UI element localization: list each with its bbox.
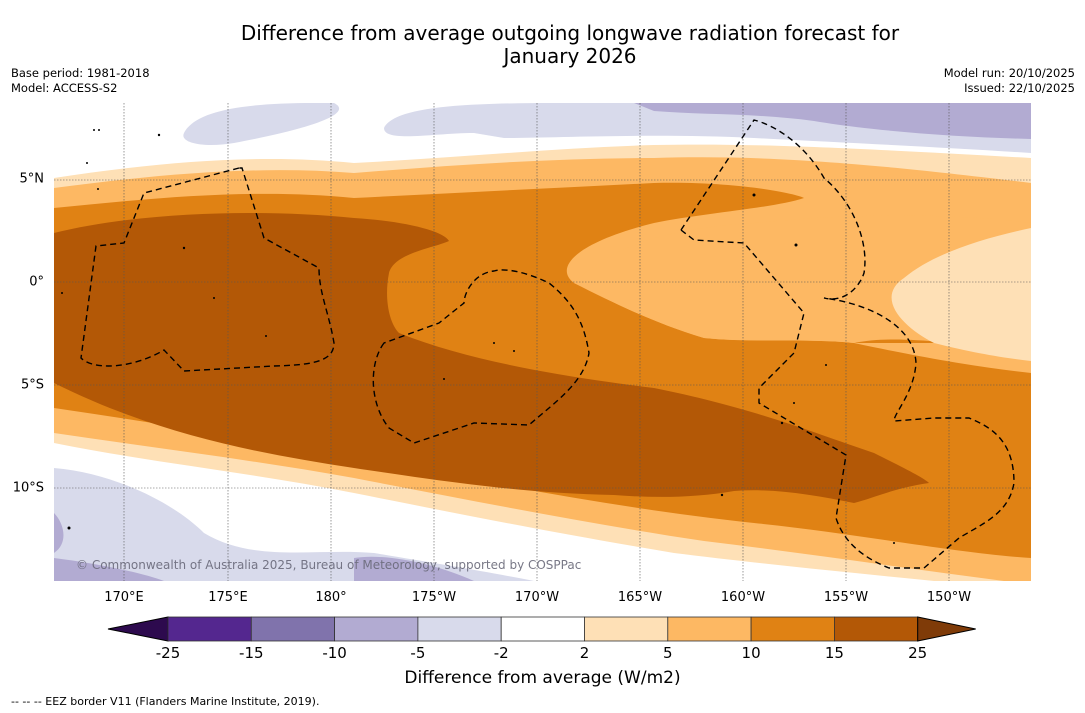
eez-kiribati-gilberts — [80, 167, 335, 372]
colorbar-segment--5_-2 — [417, 616, 502, 642]
contour-15-25 — [54, 213, 929, 503]
x-tick-155w: 155°W — [823, 590, 869, 605]
colorbar-segment--15_-10 — [250, 616, 336, 642]
colorbar-tick-label: 25 — [908, 644, 928, 662]
y-tick-5s: 5°S — [20, 377, 44, 393]
meta-right: Model run: 20/10/2025 Issued: 22/10/2025 — [944, 66, 1075, 95]
x-tick-175e: 175°E — [208, 590, 248, 605]
contour-sw-light-purple — [54, 468, 534, 581]
eez-tuvalu-like — [372, 269, 590, 444]
issued-date: Issued: 22/10/2025 — [964, 80, 1075, 95]
island-dots — [61, 129, 895, 544]
x-tick-170e: 170°E — [104, 590, 144, 605]
colorbar-segment-10_15 — [750, 616, 835, 642]
x-tick-170w: 170°W — [514, 590, 560, 605]
colorbar-segment--25_-15 — [167, 616, 252, 642]
colorbar — [107, 616, 976, 642]
colorbar-tick-label: -2 — [493, 644, 509, 662]
colorbar-title: Difference from average (W/m2) — [404, 668, 681, 688]
colorbar-segment--10_-5 — [334, 616, 419, 642]
eez-line-islands-mid — [680, 229, 1015, 569]
x-tick-175w: 175°W — [411, 590, 457, 605]
colorbar-tick-label: 10 — [741, 644, 761, 662]
gridlines — [54, 103, 1031, 581]
contour-reopen-2-5 — [891, 228, 1031, 361]
colorbar-extend-low — [107, 616, 169, 642]
colorbar-segment-15_25 — [834, 616, 919, 642]
colorbar-tick-label: -15 — [239, 644, 264, 662]
model-name: Model: ACCESS-S2 — [11, 80, 118, 95]
colorbar-segment-5_10 — [667, 616, 752, 642]
colorbar-tick-label: 15 — [824, 644, 844, 662]
x-tick-150w: 150°W — [926, 590, 972, 605]
title-line-2: January 2026 — [503, 44, 637, 68]
contour-n-light-purple-1 — [183, 103, 340, 145]
colorbar-extend-high — [917, 616, 976, 642]
eez-borders — [80, 119, 1015, 569]
y-tick-5n: 5°N — [19, 171, 45, 187]
colorbar-tick-label: 5 — [663, 644, 673, 662]
anomaly-map — [54, 103, 1031, 581]
copyright-notice: © Commonwealth of Australia 2025, Bureau… — [76, 558, 582, 572]
contour-n-mid-purple — [634, 103, 1031, 139]
colorbar-tick-label: -5 — [410, 644, 426, 662]
chart-title: Difference from average outgoing longwav… — [0, 22, 1085, 68]
y-tick-10s: 10°S — [12, 480, 44, 496]
eez-line-islands-north — [680, 119, 917, 422]
x-tick-180: 180° — [315, 590, 347, 605]
base-period: Base period: 1981-2018 — [11, 66, 150, 80]
x-tick-160w: 160°W — [720, 590, 766, 605]
title-line-1: Difference from average outgoing longwav… — [240, 21, 900, 45]
y-tick-0: 0° — [29, 274, 44, 290]
colorbar-tick-label: -10 — [322, 644, 347, 662]
x-tick-165w: 165°W — [617, 590, 663, 605]
colorbar-segment-2_5 — [584, 616, 669, 642]
colorbar-tick-label: -25 — [155, 644, 181, 662]
model-run: Model run: 20/10/2025 — [943, 66, 1075, 80]
eez-legend-footer: -- -- -- EEZ border V11 (Flanders Marine… — [11, 695, 320, 708]
colorbar-tick-label: 2 — [579, 644, 590, 662]
meta-left: Base period: 1981-2018 Model: ACCESS-S2 — [11, 66, 150, 95]
contour-sw-mid-purple — [54, 513, 474, 581]
colorbar-segment--2_2 — [500, 616, 585, 642]
